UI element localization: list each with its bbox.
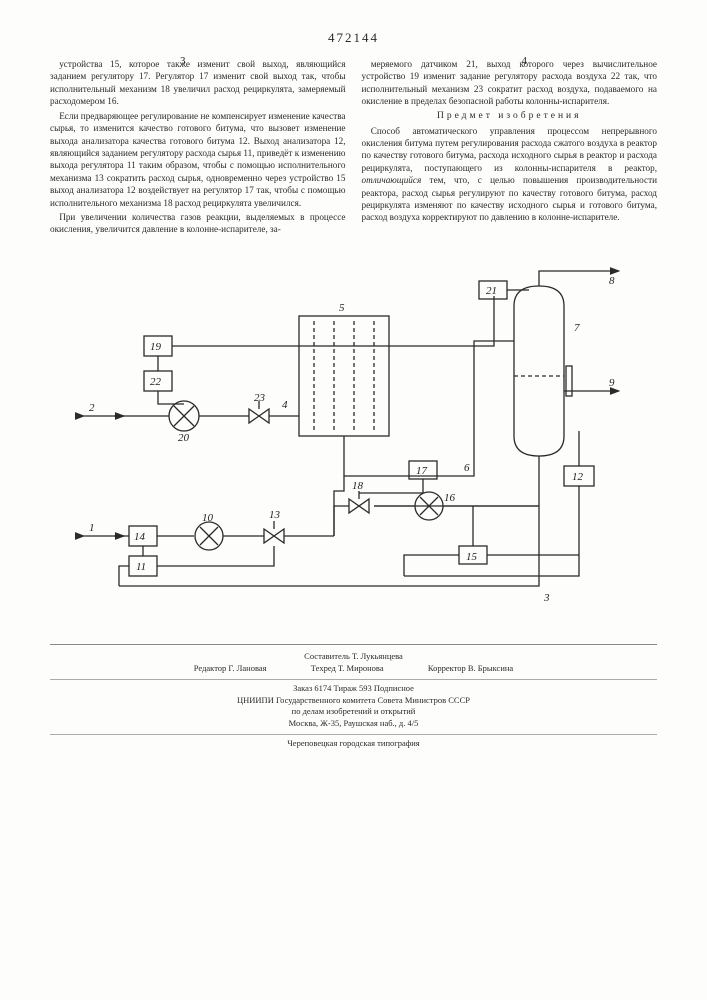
svg-text:3: 3 bbox=[543, 592, 550, 604]
subject-title: Предмет изобретения bbox=[362, 110, 658, 123]
svg-text:22: 22 bbox=[150, 376, 162, 388]
footer-editor: Редактор Г. Лановая bbox=[194, 663, 267, 673]
svg-text:19: 19 bbox=[150, 341, 162, 353]
footer-order: Заказ 6174 Тираж 593 Подписное bbox=[50, 683, 657, 695]
text-columns: устройства 15, которое также изменит сво… bbox=[50, 58, 657, 238]
svg-text:18: 18 bbox=[352, 480, 364, 492]
footer-corrector: Корректор В. Брыксина bbox=[428, 663, 513, 673]
process-diagram: 1 2 3 4 5 6 7 8 9 10 11 12 13 14 15 16 1… bbox=[74, 256, 634, 636]
svg-text:9: 9 bbox=[609, 377, 615, 389]
footer: Составитель Т. Лукьянцева Редактор Г. Ла… bbox=[50, 644, 657, 750]
paragraph: устройства 15, которое также изменит сво… bbox=[50, 58, 346, 108]
svg-text:16: 16 bbox=[444, 492, 456, 504]
claim-paragraph: Способ автоматического управления процес… bbox=[362, 125, 658, 224]
paragraph: При увеличении количества газов реакции,… bbox=[50, 211, 346, 236]
footer-address: Москва, Ж-35, Раушская наб., д. 4/5 bbox=[50, 718, 657, 730]
claim-emphasis: отличающийся bbox=[362, 175, 422, 185]
svg-text:7: 7 bbox=[574, 322, 580, 334]
svg-text:15: 15 bbox=[466, 551, 478, 563]
patent-number: 472144 bbox=[50, 30, 657, 46]
svg-text:10: 10 bbox=[202, 512, 214, 524]
footer-credits: Редактор Г. Лановая Техред Т. Миронова К… bbox=[50, 663, 657, 675]
footer-compiler: Составитель Т. Лукьянцева bbox=[50, 651, 657, 663]
footer-printer: Череповецкая городская типография bbox=[50, 734, 657, 750]
svg-text:23: 23 bbox=[254, 392, 266, 404]
claim-text: Способ автоматического управления процес… bbox=[362, 126, 658, 173]
footer-org2: по делам изобретений и открытий bbox=[50, 706, 657, 718]
svg-text:4: 4 bbox=[282, 399, 288, 411]
patent-page: 472144 3 4 устройства 15, которое также … bbox=[0, 0, 707, 1000]
left-column: устройства 15, которое также изменит сво… bbox=[50, 58, 346, 238]
footer-org1: ЦНИИПИ Государственного комитета Совета … bbox=[50, 695, 657, 707]
footer-tech: Техред Т. Миронова bbox=[311, 663, 384, 673]
svg-text:13: 13 bbox=[269, 509, 281, 521]
paragraph: Если предваряющее регулирование не компе… bbox=[50, 110, 346, 209]
right-column: меряемого датчиком 21, выход которого че… bbox=[362, 58, 658, 238]
svg-text:21: 21 bbox=[486, 285, 497, 297]
svg-text:5: 5 bbox=[339, 302, 345, 314]
svg-text:6: 6 bbox=[464, 462, 470, 474]
svg-text:2: 2 bbox=[89, 402, 95, 414]
svg-text:1: 1 bbox=[89, 522, 95, 534]
paragraph: меряемого датчиком 21, выход которого че… bbox=[362, 58, 658, 108]
svg-text:20: 20 bbox=[178, 432, 190, 444]
svg-text:12: 12 bbox=[572, 471, 584, 483]
svg-text:17: 17 bbox=[416, 465, 428, 477]
svg-text:8: 8 bbox=[609, 275, 615, 287]
svg-text:11: 11 bbox=[136, 561, 146, 573]
diagram-svg: 1 2 3 4 5 6 7 8 9 10 11 12 13 14 15 16 1… bbox=[74, 256, 634, 636]
svg-text:14: 14 bbox=[134, 531, 146, 543]
footer-publication: Заказ 6174 Тираж 593 Подписное ЦНИИПИ Го… bbox=[50, 679, 657, 731]
